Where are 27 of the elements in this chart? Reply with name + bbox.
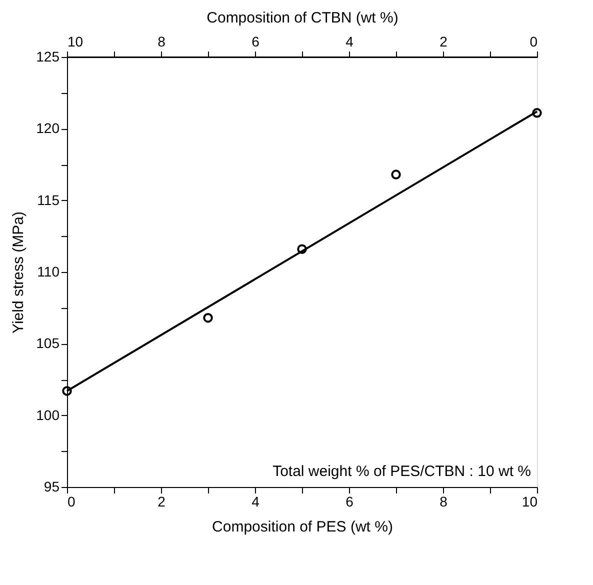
y-tick-label: 105 bbox=[36, 335, 60, 352]
point bbox=[391, 170, 401, 180]
point bbox=[203, 313, 213, 323]
x-tick-label: 2 bbox=[158, 494, 166, 510]
x-tick-label: 4 bbox=[252, 494, 260, 510]
x-tick-label: 8 bbox=[440, 494, 448, 510]
x2-tick-label: 4 bbox=[346, 34, 354, 50]
x2-tick-label: 10 bbox=[68, 34, 84, 50]
x-tick-label: 10 bbox=[522, 494, 538, 510]
x2-tick-label: 6 bbox=[252, 34, 260, 50]
x2-tick-label: 0 bbox=[530, 34, 538, 50]
y-tick-label: 100 bbox=[36, 406, 60, 423]
point bbox=[297, 244, 307, 254]
y-tick-label: 120 bbox=[36, 120, 60, 136]
x-tick-label: 6 bbox=[346, 494, 354, 510]
y-tick-label: 125 bbox=[36, 48, 60, 64]
x2-axis-title: Composition of CTBN (wt %) bbox=[206, 10, 398, 26]
y-tick-label: 115 bbox=[37, 192, 60, 208]
y-axis-title: Yield stress (MPa) bbox=[10, 212, 28, 334]
y-tick-label: 110 bbox=[37, 264, 60, 280]
point bbox=[532, 108, 542, 118]
y-tick-label: 95 bbox=[44, 478, 60, 494]
x2-tick-label: 8 bbox=[158, 34, 166, 50]
x-tick-label: 0 bbox=[68, 494, 76, 510]
x2-tick-label: 2 bbox=[440, 34, 448, 50]
x-axis-title: Composition of PES (wt %) bbox=[212, 518, 393, 536]
annotation: Total weight % of PES/CTBN : 10 wt % bbox=[272, 463, 531, 480]
